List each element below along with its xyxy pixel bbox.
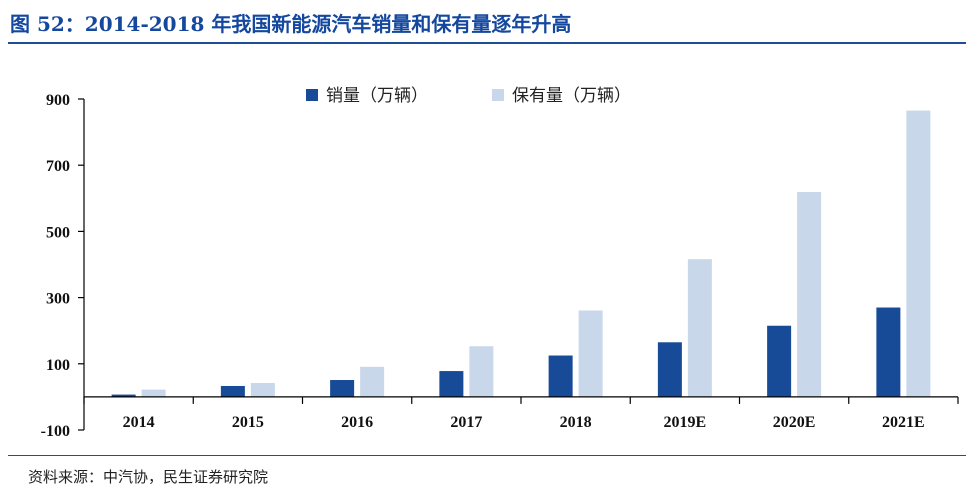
sales-bar-2018: [548, 355, 573, 397]
legend-swatch-0: [306, 89, 318, 101]
y-tick-label: 100: [46, 357, 70, 374]
sales-bar-2016: [330, 380, 355, 397]
legend-label-1: 保有量（万辆）: [512, 86, 631, 106]
stock-bar-2018: [578, 310, 603, 397]
stock-bar-2015: [250, 382, 275, 397]
sales-bar-2015: [220, 385, 245, 397]
stock-bar-2016: [360, 366, 385, 397]
source-note: 资料来源：中汽协，民生证券研究院: [28, 468, 269, 486]
sales-bar-2014: [111, 394, 136, 397]
legend: 销量（万辆） 保有量（万辆）: [306, 86, 631, 106]
x-tick-label: 2016: [341, 414, 373, 431]
y-tick-label: 500: [46, 224, 70, 241]
footer-divider: [8, 455, 966, 456]
x-tick-label: 2017: [450, 414, 482, 431]
x-tick-label: 2015: [232, 414, 264, 431]
x-tick-label: 2019E: [664, 414, 707, 431]
y-tick-label: 300: [46, 291, 70, 308]
stock-bar-2021E: [906, 110, 931, 397]
y-axis: 900 700 500 300 100 -100: [41, 92, 85, 440]
x-axis: 2014 2015 2016 2017 2018 2019E 2020E 2021E: [83, 396, 959, 431]
x-tick-label: 2020E: [773, 414, 816, 431]
title-divider: [8, 42, 966, 44]
y-tick-label: -100: [41, 423, 70, 440]
legend-swatch-1: [492, 89, 504, 101]
x-tick-label: 2021E: [882, 414, 925, 431]
stock-bar-2020E: [797, 192, 822, 397]
sales-bar-2017: [439, 371, 464, 397]
bars: [111, 110, 931, 397]
x-tick-label: 2014: [123, 414, 155, 431]
sales-bar-2019E: [657, 342, 682, 397]
stock-bar-2014: [141, 389, 166, 397]
y-tick-label: 700: [46, 158, 70, 175]
sales-bar-2021E: [876, 307, 901, 397]
x-tick-label: 2018: [560, 414, 592, 431]
legend-label-0: 销量（万辆）: [326, 86, 428, 106]
y-tick-label: 900: [46, 92, 70, 109]
figure-title: 图 52：2014-2018 年我国新能源汽车销量和保有量逐年升高: [10, 12, 572, 36]
stock-bar-2019E: [687, 259, 712, 397]
sales-bar-2020E: [767, 325, 792, 397]
stock-bar-2017: [469, 346, 494, 397]
